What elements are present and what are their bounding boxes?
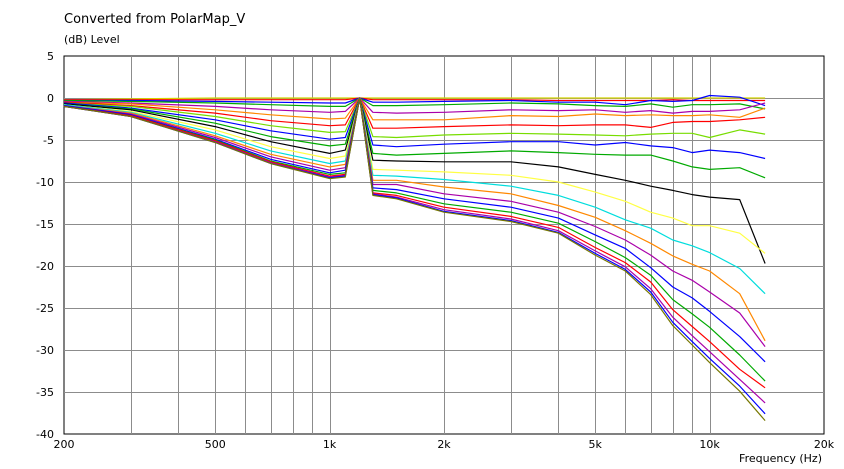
y-tick-label: 5 bbox=[47, 50, 54, 63]
chart-title: Converted from PolarMap_V bbox=[64, 12, 245, 27]
y-tick-label: 0 bbox=[47, 92, 54, 105]
series-line-17 bbox=[63, 97, 766, 382]
series-line-15 bbox=[63, 97, 766, 347]
y-tick-label: -5 bbox=[43, 134, 54, 147]
series-line-18 bbox=[63, 97, 766, 389]
series-line-7 bbox=[63, 97, 766, 129]
x-tick-label: 2k bbox=[437, 438, 451, 451]
y-tick-label: -40 bbox=[36, 428, 54, 441]
series-line-21 bbox=[63, 97, 766, 421]
x-axis-label: Frequency (Hz) bbox=[739, 452, 822, 465]
x-tick-label: 1k bbox=[323, 438, 337, 451]
x-tick-label: 200 bbox=[54, 438, 75, 451]
series-line-16 bbox=[63, 97, 766, 363]
y-tick-label: -25 bbox=[36, 302, 54, 315]
x-tick-label: 20k bbox=[814, 438, 835, 451]
series-line-13 bbox=[63, 97, 766, 295]
series-line-14 bbox=[63, 97, 766, 342]
series-line-5 bbox=[63, 97, 766, 114]
x-tick-label: 5k bbox=[589, 438, 603, 451]
y-tick-label: -15 bbox=[36, 218, 54, 231]
series-line-9 bbox=[63, 97, 766, 160]
series-line-11 bbox=[63, 97, 766, 264]
series-line-3 bbox=[64, 94, 766, 107]
series-line-1 bbox=[63, 97, 766, 101]
y-tick-label: -10 bbox=[36, 176, 54, 189]
y-tick-labels: 5 0 -5 -10 -15 -20 -25 -30 -35 -40 bbox=[36, 50, 54, 441]
series-line-19 bbox=[63, 97, 766, 404]
y-tick-label: -30 bbox=[36, 344, 54, 357]
y-tick-label: -35 bbox=[36, 386, 54, 399]
series-line-4 bbox=[63, 97, 766, 110]
series-line-12 bbox=[63, 97, 766, 254]
series-line-8 bbox=[63, 97, 766, 139]
series-line-10 bbox=[63, 97, 766, 179]
y-axis-label: (dB) Level bbox=[64, 33, 120, 46]
series-line-6 bbox=[63, 97, 766, 121]
series-lines bbox=[63, 94, 766, 421]
x-tick-label: 10k bbox=[699, 438, 720, 451]
x-tick-label: 500 bbox=[205, 438, 226, 451]
x-tick-labels: 200 500 1k 2k 5k 10k 20k bbox=[54, 438, 835, 451]
y-tick-label: -20 bbox=[36, 260, 54, 273]
